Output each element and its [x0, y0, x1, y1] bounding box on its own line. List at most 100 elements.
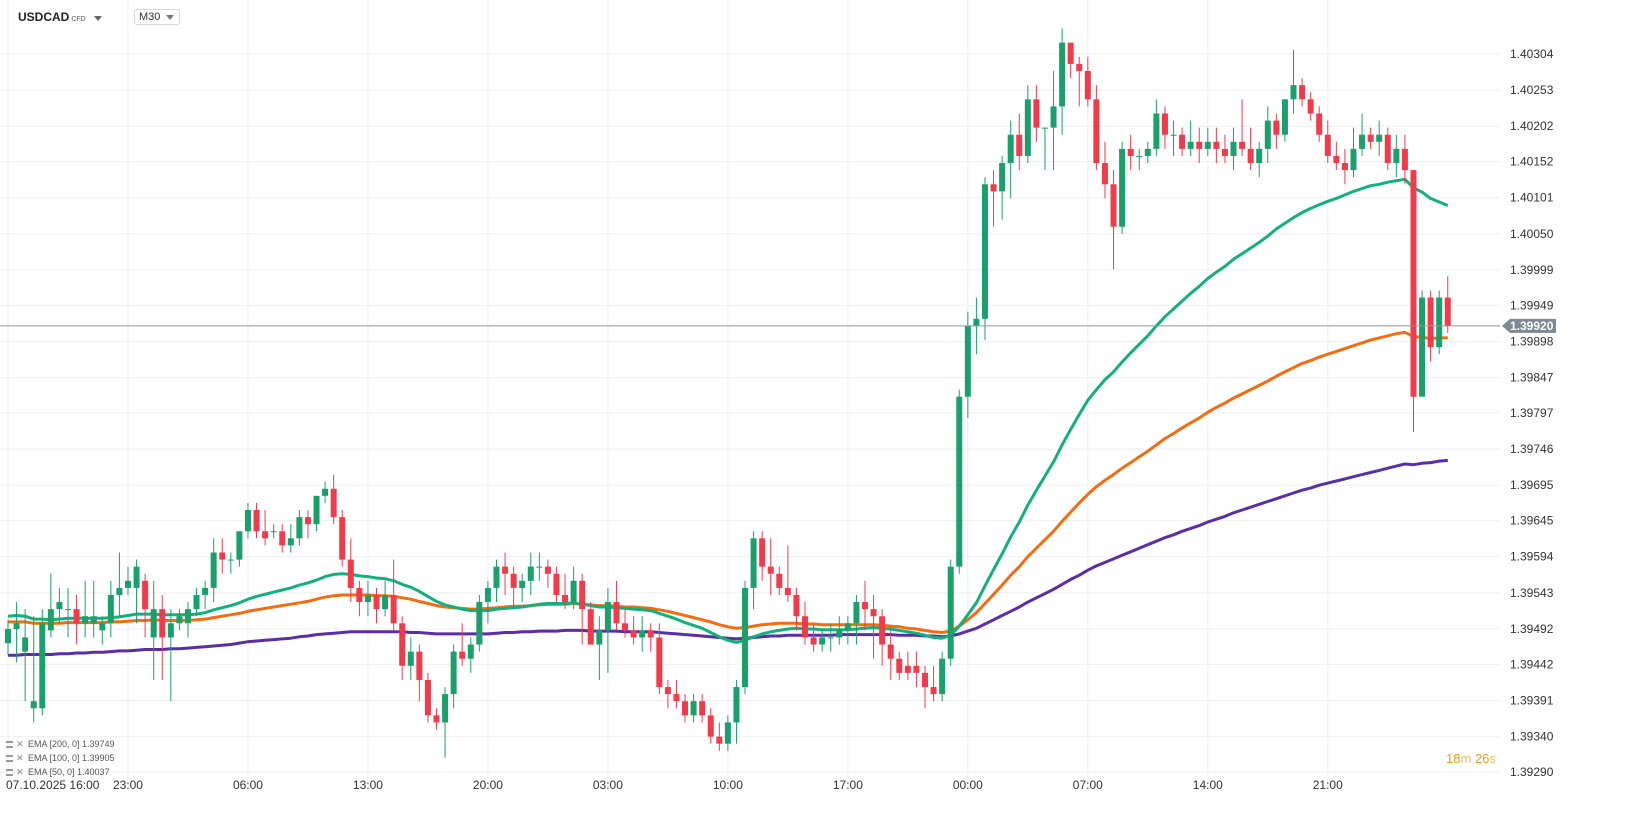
symbol-type: CFD [71, 16, 86, 23]
candle-body [1256, 148, 1263, 164]
indicator-settings-icon[interactable] [6, 768, 13, 776]
candle-body [1127, 148, 1134, 156]
current-price-tag [1502, 318, 1556, 333]
candle-body [1161, 113, 1168, 135]
candle-countdown: 18m 26s [1446, 751, 1496, 766]
candle-body [1307, 99, 1314, 114]
candle-body [853, 602, 860, 624]
candle-body [1324, 134, 1331, 156]
ema-lines [7, 177, 1449, 657]
indicator-settings-icon[interactable] [6, 754, 13, 762]
candle-body [116, 587, 123, 595]
candle-body [964, 325, 971, 397]
ema-200-line [8, 458, 1448, 657]
x-tick-label: 07.10.2025 16:00 [6, 778, 100, 792]
candle-body [1273, 120, 1280, 135]
candle-body [1093, 99, 1100, 164]
close-icon[interactable]: ✕ [16, 767, 24, 777]
close-icon[interactable]: ✕ [16, 753, 24, 763]
candle-body [716, 736, 723, 744]
legend-item-ema200[interactable]: ✕ EMA [200, 0] 1.39749 [6, 737, 115, 751]
candle-body [450, 651, 457, 695]
candle-body [1401, 148, 1408, 171]
candle-body [382, 594, 389, 610]
candle-body [673, 694, 680, 702]
candle-body [142, 580, 149, 610]
candle-body [1187, 141, 1194, 149]
candle-body [1419, 297, 1426, 397]
current-price-label: 1.39920 [1510, 319, 1554, 333]
candle-body [887, 644, 894, 659]
candle-body [262, 531, 269, 539]
candle-body [827, 637, 834, 639]
candle-body [1333, 155, 1340, 164]
candle-body [870, 609, 877, 617]
legend-item-ema50[interactable]: ✕ EMA [50, 0] 1.40037 [6, 765, 115, 779]
time-axis[interactable]: 07.10.2025 16:00 23:00 06:00 13:00 20:00 03:0… [6, 778, 1343, 792]
y-tick-label: 1.39290 [1510, 765, 1554, 779]
timeframe-selector[interactable]: M30 [134, 9, 181, 25]
candle-body [682, 701, 689, 716]
ema-50-line [7, 177, 1449, 644]
symbol-selector[interactable]: USDCAD CFD [18, 10, 102, 24]
x-tick-label: 21:00 [1313, 778, 1343, 792]
candle-body [1101, 163, 1108, 185]
candle-body [836, 630, 843, 638]
candle-body [1170, 134, 1177, 136]
candle-body [339, 517, 346, 560]
candle-body [484, 587, 491, 603]
close-icon[interactable]: ✕ [16, 739, 24, 749]
candle-body [1041, 127, 1048, 129]
candle-body [647, 630, 654, 638]
candle-body [1136, 155, 1143, 157]
candle-body [956, 396, 963, 567]
candle-body [1359, 134, 1366, 149]
candle-body [1350, 148, 1357, 171]
candle-body [64, 609, 71, 611]
y-tick-label: 1.39999 [1510, 263, 1554, 277]
candle-body [1367, 134, 1374, 142]
candle-body [1239, 141, 1246, 149]
candle-body [750, 538, 757, 588]
y-tick-label: 1.39847 [1510, 371, 1554, 385]
candle-body [416, 651, 423, 680]
candle-body [913, 665, 920, 673]
candle-body [253, 510, 260, 532]
candle-body [236, 531, 243, 560]
candle-body [1436, 297, 1443, 348]
candle-body [630, 630, 637, 638]
candle-body [930, 687, 937, 695]
candle-body [124, 580, 131, 588]
candle-body [287, 538, 294, 546]
candle-body [493, 566, 500, 588]
price-axis[interactable]: 1.40304 1.40253 1.40202 1.40152 1.40101 1.400… [1510, 47, 1554, 779]
candle-body [1179, 134, 1186, 149]
candle-body [1264, 120, 1271, 149]
candle-body [219, 552, 226, 560]
y-tick-label: 1.39797 [1510, 406, 1554, 420]
candle-body [1110, 184, 1117, 227]
candle-body [579, 580, 586, 610]
candle-body [159, 609, 166, 638]
legend-item-ema100[interactable]: ✕ EMA [100, 0] 1.39905 [6, 751, 115, 765]
y-tick-label: 1.39645 [1510, 514, 1554, 528]
candle-body [73, 609, 80, 624]
candle-body [99, 623, 106, 631]
candle-body [896, 658, 903, 673]
countdown-minutes-unit: m [1460, 751, 1472, 766]
chevron-down-icon [166, 14, 175, 20]
chevron-down-icon[interactable] [93, 16, 102, 21]
chart-toolbar: USDCAD CFD [8, 6, 102, 28]
candle-body [364, 594, 371, 603]
indicator-settings-icon[interactable] [6, 740, 13, 748]
candle-body [56, 602, 63, 610]
candle-body [176, 616, 183, 624]
legend-label: EMA [50, 0] 1.40037 [28, 767, 110, 777]
candle-body [544, 566, 551, 574]
candle-body [459, 651, 466, 659]
x-tick-label: 10:00 [713, 778, 743, 792]
y-tick-label: 1.39442 [1510, 657, 1554, 671]
candle-body [1221, 148, 1228, 156]
candle-body [1050, 106, 1057, 128]
